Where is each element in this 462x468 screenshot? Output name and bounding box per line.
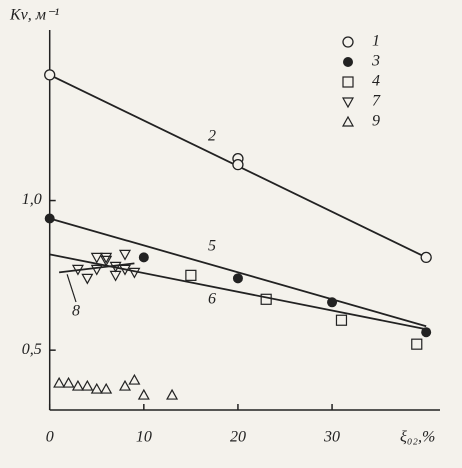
marker bbox=[44, 69, 56, 81]
marker bbox=[137, 388, 150, 400]
marker bbox=[118, 379, 132, 391]
marker bbox=[109, 261, 122, 273]
marker bbox=[62, 376, 75, 388]
marker bbox=[100, 252, 113, 264]
line-label: 6 bbox=[208, 291, 216, 308]
marker bbox=[100, 255, 113, 267]
marker bbox=[232, 158, 244, 171]
marker bbox=[185, 269, 197, 281]
legend-label: 7 bbox=[372, 93, 381, 110]
marker bbox=[420, 251, 432, 264]
marker bbox=[343, 57, 353, 67]
legend-label: 1 bbox=[372, 33, 380, 50]
marker bbox=[90, 252, 103, 264]
x-axis-label: ξ₀₂,% bbox=[400, 429, 435, 446]
marker bbox=[411, 338, 423, 350]
legend-label: 4 bbox=[372, 73, 380, 90]
fit-line bbox=[49, 217, 427, 328]
y-tick-label: 0,5 bbox=[22, 341, 42, 358]
legend-label: 9 bbox=[372, 113, 380, 130]
line-label: 8 bbox=[72, 303, 80, 320]
marker bbox=[335, 314, 348, 326]
x-tick-label: 20 bbox=[230, 429, 246, 446]
marker bbox=[100, 382, 113, 394]
marker bbox=[71, 264, 84, 276]
marker bbox=[327, 297, 338, 308]
line-label: 2 bbox=[208, 128, 216, 145]
marker bbox=[128, 373, 141, 385]
marker bbox=[81, 273, 94, 285]
marker bbox=[118, 249, 132, 261]
marker bbox=[138, 252, 149, 263]
marker bbox=[232, 273, 243, 284]
marker bbox=[341, 115, 355, 127]
x-tick-label: 0 bbox=[46, 429, 54, 446]
marker bbox=[128, 267, 141, 279]
y-tick-label: 1,0 bbox=[22, 191, 42, 208]
y-axis-label: Kν, м⁻¹ bbox=[9, 7, 59, 24]
marker bbox=[109, 270, 122, 282]
marker bbox=[71, 379, 84, 391]
marker bbox=[342, 36, 354, 48]
marker bbox=[342, 76, 354, 88]
marker bbox=[44, 213, 55, 224]
marker bbox=[53, 376, 66, 388]
annotation-arrow bbox=[66, 274, 77, 303]
marker bbox=[421, 327, 432, 338]
marker bbox=[90, 264, 103, 276]
marker bbox=[166, 388, 179, 400]
marker bbox=[341, 97, 355, 109]
marker bbox=[81, 379, 94, 391]
x-tick-label: 30 bbox=[323, 429, 340, 446]
legend-label: 3 bbox=[371, 53, 380, 70]
marker bbox=[260, 293, 272, 305]
x-tick-label: 10 bbox=[136, 429, 152, 446]
marker bbox=[118, 264, 132, 276]
line-label: 5 bbox=[208, 238, 216, 255]
marker bbox=[90, 382, 103, 394]
